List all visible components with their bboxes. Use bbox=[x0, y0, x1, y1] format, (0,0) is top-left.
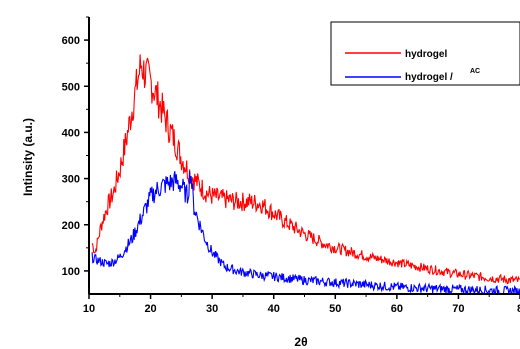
legend: hydrogel hydrogel / AC bbox=[330, 21, 520, 86]
series-line-1 bbox=[91, 171, 520, 296]
y-tick-label-600: 600 bbox=[62, 35, 80, 47]
x-tick-label-50: 50 bbox=[329, 303, 341, 315]
y-tick-label-400: 400 bbox=[62, 127, 80, 139]
plot-area bbox=[91, 54, 520, 296]
ticks: 10 20 30 40 50 60 70 8 100 200 300 400 500 600 bbox=[62, 16, 520, 315]
y-axis-title: Intinsity (a.u.) bbox=[21, 118, 35, 196]
x-tick-label-30: 30 bbox=[206, 303, 218, 315]
x-tick-label-20: 20 bbox=[144, 303, 156, 315]
x-tick-label-80: 8 bbox=[517, 303, 520, 315]
y-tick-label-200: 200 bbox=[62, 220, 80, 232]
legend-label-hydrogel: hydrogel bbox=[405, 49, 447, 60]
legend-label-hydrogel-ac: hydrogel / bbox=[405, 72, 453, 83]
y-tick-label-500: 500 bbox=[62, 81, 80, 93]
x-tick-label-40: 40 bbox=[268, 303, 280, 315]
y-tick-label-300: 300 bbox=[62, 174, 80, 186]
y-tick-label-100: 100 bbox=[62, 266, 80, 278]
x-tick-label-70: 70 bbox=[452, 303, 464, 315]
legend-label-ac-superscript: AC bbox=[470, 68, 480, 75]
x-axis-title: 2θ bbox=[294, 335, 307, 349]
x-tick-label-10: 10 bbox=[83, 303, 95, 315]
series-line-0 bbox=[91, 54, 520, 285]
x-tick-label-60: 60 bbox=[391, 303, 403, 315]
